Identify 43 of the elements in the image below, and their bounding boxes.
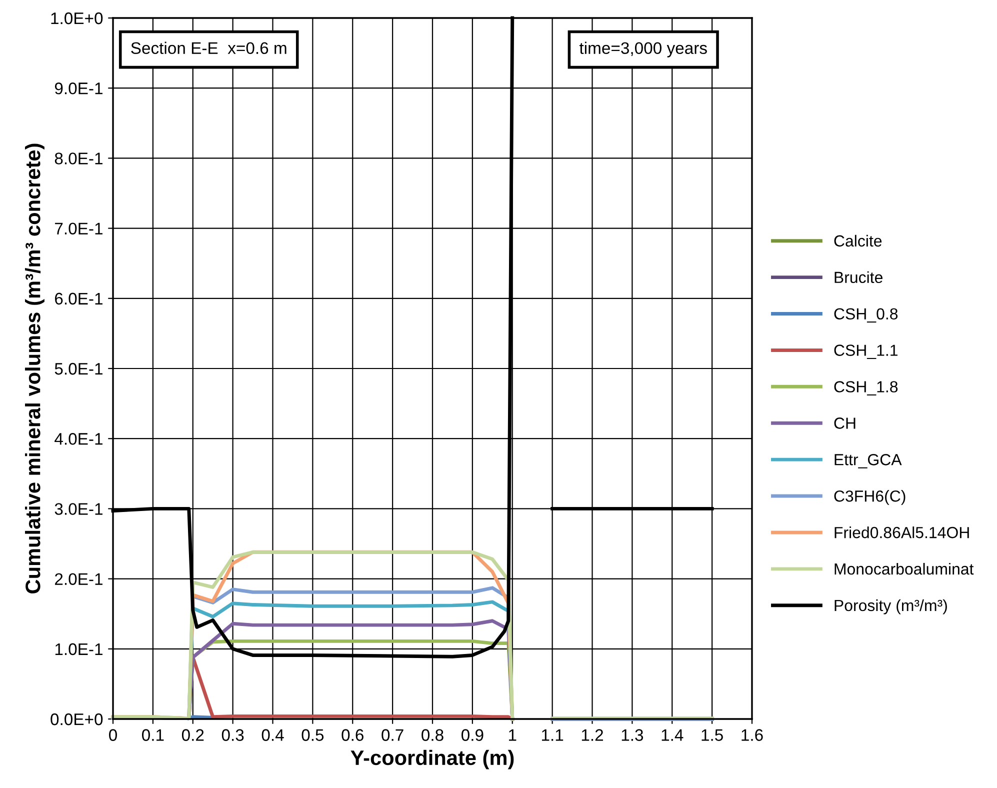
x-tick-label: 0.4 [262,729,284,741]
y-tick-label: 5.0E-1 [54,362,102,375]
legend-label: Fried0.86Al5.14OH [834,526,969,538]
x-tick-label: 0.5 [302,729,324,741]
legend-label: Ettr_GCA [834,454,902,468]
x-tick-label: 0.1 [142,729,164,741]
x-tick-label: 0 [109,729,117,741]
x-tick-label: 1.4 [662,729,684,741]
x-tick-label: 0.2 [182,729,204,741]
legend-label: CSH_0.8 [834,308,898,323]
legend-label: Brucite [834,271,882,284]
y-tick-label: 6.0E-1 [55,292,102,305]
legend-label: CSH_1.8 [834,381,898,396]
x-tick-label: 0.6 [342,729,364,741]
y-tick-label: 3.0E-1 [54,503,102,515]
y-tick-label: 0.0E+0 [50,713,103,726]
x-tick-label: 1.2 [582,729,603,741]
x-tick-label: 1.3 [622,729,644,741]
y-tick-label: 8.0E-1 [54,152,102,164]
x-tick-label: 1.1 [542,729,564,741]
legend-label: Porosity (m³/m³) [834,599,947,614]
x-tick-label: 0.7 [382,729,404,741]
x-tick-label: 0.9 [462,729,484,741]
y-tick-label: 7.0E-1 [55,222,102,235]
x-axis-title: Y-coordinate (m) [350,750,514,770]
x-tick-label: 0.8 [422,729,444,741]
annotation: time=3,000 years [579,42,707,58]
legend-label: Monocarboaluminat [834,562,974,575]
legend-label: CH [834,418,856,429]
y-tick-label: 9.0E-1 [54,82,102,94]
x-tick-label: 1.6 [742,729,763,741]
x-tick-label: 0.3 [222,729,244,741]
y-tick-label: 1.0E+0 [51,12,103,24]
y-tick-label: 1.0E-1 [55,643,102,656]
y-tick-label: 4.0E-1 [54,433,102,445]
y-tick-label: 2.0E-1 [55,573,102,586]
annotation: Section E-E x=0.6 m [131,42,286,54]
legend-label: Calcite [834,234,882,247]
legend-label: C3FH6(C) [834,490,906,505]
y-axis-title: Cumulative mineral volumes (m³/m³ concrete) [25,144,44,594]
x-tick-label: 1 [509,729,516,741]
legend-label: CSH_1.1 [834,344,898,359]
x-tick-label: 1.5 [702,729,723,741]
